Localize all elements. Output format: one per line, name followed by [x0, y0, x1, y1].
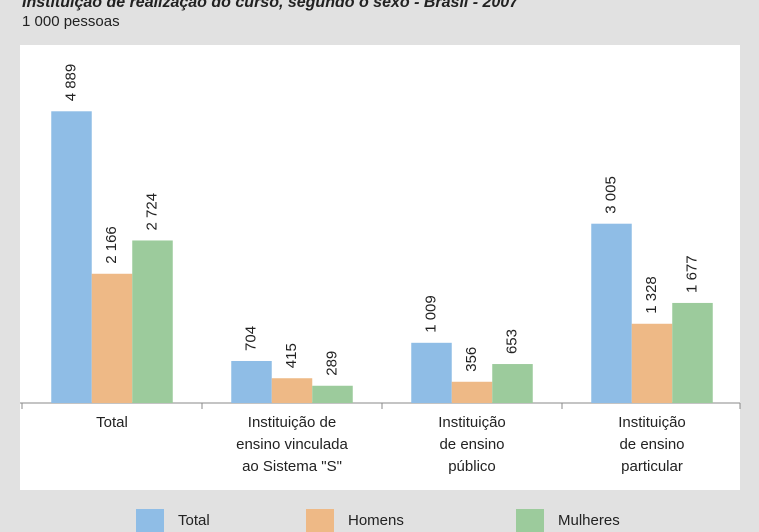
- chart-subtitle: 1 000 pessoas: [22, 13, 120, 30]
- x-tick-label: Instituição de ensino particular: [618, 414, 686, 475]
- bar: [51, 111, 92, 403]
- legend-swatch: [306, 509, 334, 532]
- value-label: 2 724: [143, 193, 160, 231]
- x-tick-label: Instituição de ensino público: [438, 414, 506, 475]
- legend-swatch: [516, 509, 544, 532]
- bar: [672, 302, 713, 403]
- value-label: 1 677: [683, 255, 700, 293]
- legend-swatch: [136, 509, 164, 532]
- bar: [631, 323, 673, 403]
- value-label: 1 009: [422, 295, 439, 333]
- legend-label: Mulheres: [558, 512, 620, 529]
- bar: [492, 364, 533, 403]
- x-tick-label: Total: [96, 414, 128, 431]
- value-label: 2 166: [103, 226, 120, 264]
- value-label: 1 328: [643, 276, 660, 314]
- bar: [451, 381, 493, 403]
- value-label: 415: [283, 343, 300, 368]
- bar: [132, 240, 173, 403]
- bar: [271, 378, 313, 403]
- value-label: 653: [503, 329, 520, 354]
- bar: [312, 385, 353, 403]
- bar: [231, 360, 272, 403]
- value-label: 356: [463, 347, 480, 372]
- chart-title: Instituição de realização do curso, segu…: [22, 0, 519, 11]
- legend-label: Homens: [348, 512, 404, 529]
- value-label: 3 005: [602, 176, 619, 214]
- bar: [591, 223, 632, 403]
- x-tick-label: Instituição de ensino vinculada ao Siste…: [236, 414, 348, 475]
- value-label: 289: [323, 351, 340, 376]
- bar: [91, 273, 133, 403]
- bar: [411, 342, 452, 403]
- legend-label: Total: [178, 512, 210, 529]
- value-label: 4 889: [62, 64, 79, 102]
- value-label: 704: [242, 326, 259, 351]
